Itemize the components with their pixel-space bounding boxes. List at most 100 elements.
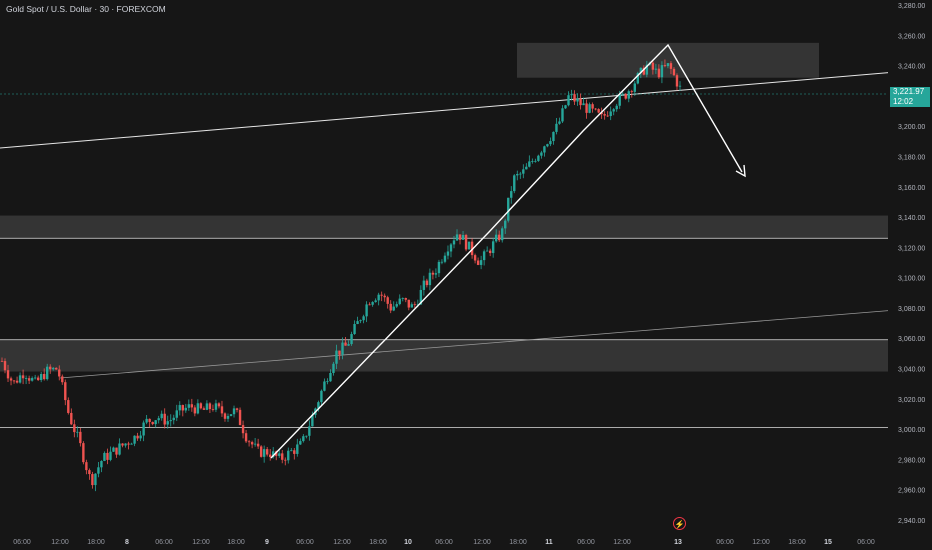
candle-body	[663, 65, 667, 67]
last-price-value: 3,221.97	[893, 87, 925, 96]
candle-body	[42, 374, 46, 380]
candle-body	[522, 169, 525, 174]
time-tick-label: 12:00	[192, 539, 210, 546]
candle-body	[250, 442, 254, 445]
candle-body	[305, 435, 308, 437]
candle-body	[672, 68, 676, 76]
candle-body	[39, 374, 43, 381]
price-tick-label: 3,120.00	[898, 245, 925, 252]
time-tick-label: 15	[824, 539, 832, 546]
candle-body	[389, 303, 392, 311]
candle-body	[579, 98, 582, 106]
candle-body	[449, 244, 453, 252]
candle-body	[597, 109, 600, 113]
candle-body	[326, 381, 329, 383]
candle-body	[344, 342, 347, 346]
price-tick-label: 3,280.00	[898, 3, 925, 10]
price-tick-label: 3,200.00	[898, 124, 925, 131]
candle-body	[507, 197, 510, 221]
last-price-tag: 3,221.97 12:02	[890, 87, 930, 107]
candle-body	[130, 443, 133, 445]
candle-body	[329, 372, 332, 382]
candle-body	[434, 273, 438, 275]
candle-body	[193, 407, 197, 414]
candle-body	[519, 173, 522, 175]
candle-body	[386, 297, 389, 304]
candle-body	[401, 298, 404, 299]
candle-body	[425, 280, 429, 286]
price-tick-label: 3,060.00	[898, 336, 925, 343]
candle-body	[377, 294, 380, 301]
candlestick-series	[0, 59, 682, 492]
candle-body	[15, 380, 19, 383]
price-tick-label: 2,960.00	[898, 488, 925, 495]
candle-body	[202, 408, 206, 410]
candle-body	[229, 414, 233, 416]
candle-body	[666, 63, 670, 67]
candle-body	[118, 443, 121, 455]
candle-body	[181, 405, 184, 411]
candle-body	[467, 241, 471, 250]
candle-body	[136, 435, 139, 439]
candle-body	[76, 431, 79, 433]
candle-body	[567, 95, 570, 106]
time-tick-label: 12:00	[473, 539, 491, 546]
candle-body	[618, 94, 621, 106]
candle-body	[27, 378, 31, 381]
candle-body	[208, 403, 212, 410]
candle-body	[398, 298, 401, 305]
candle-body	[365, 304, 368, 317]
candle-body	[461, 235, 465, 240]
candle-body	[115, 447, 118, 455]
candle-body	[226, 415, 230, 419]
time-tick-label: 06:00	[857, 539, 875, 546]
candle-body	[67, 400, 70, 413]
candle-body	[220, 406, 224, 414]
candle-body	[368, 304, 371, 306]
candle-body	[268, 454, 272, 457]
candle-body	[570, 94, 573, 96]
candle-body	[235, 408, 239, 410]
price-tick-label: 3,160.00	[898, 185, 925, 192]
candle-body	[85, 462, 88, 471]
candle-body	[190, 404, 194, 408]
time-tick-label: 06:00	[13, 539, 31, 546]
candle-body	[380, 294, 383, 296]
candle-body	[645, 64, 649, 75]
candle-body	[308, 426, 311, 436]
candle-body	[446, 251, 450, 256]
projection-drawings	[270, 43, 746, 459]
price-tick-label: 3,000.00	[898, 427, 925, 434]
candle-body	[18, 375, 22, 383]
zone-2	[0, 215, 888, 239]
candle-body	[395, 304, 398, 307]
candle-body	[528, 161, 531, 167]
candle-body	[166, 421, 169, 425]
candle-body	[675, 75, 679, 87]
candle-body	[582, 103, 585, 106]
candle-body	[55, 367, 58, 370]
candle-body	[24, 378, 28, 380]
time-axis[interactable]: 06:00 12:00 18:00 8 06:00 12:00 18:00 9 06:00 12:…	[13, 539, 875, 546]
candle-body	[154, 420, 157, 425]
price-axis[interactable]: 3,280.003,260.003,240.003,220.003,200.00…	[888, 0, 932, 550]
lightning-bolt-icon[interactable]: ⚡	[673, 517, 686, 530]
candle-body	[217, 403, 221, 407]
candle-body	[127, 443, 130, 445]
candle-body	[133, 435, 136, 444]
candle-body	[232, 408, 236, 415]
upper-trendline	[0, 71, 897, 149]
time-tick-label: 10	[404, 539, 412, 546]
candle-body	[259, 446, 263, 457]
candle-body	[410, 304, 414, 308]
candle-body	[293, 450, 296, 454]
candle-body	[196, 403, 200, 414]
candle-body	[573, 94, 576, 102]
candle-body	[287, 450, 290, 461]
candle-body	[555, 123, 558, 132]
candle-body	[374, 300, 377, 303]
time-tick-label: 18:00	[87, 539, 105, 546]
candle-body	[353, 324, 356, 335]
time-tick-label: 8	[125, 539, 129, 546]
